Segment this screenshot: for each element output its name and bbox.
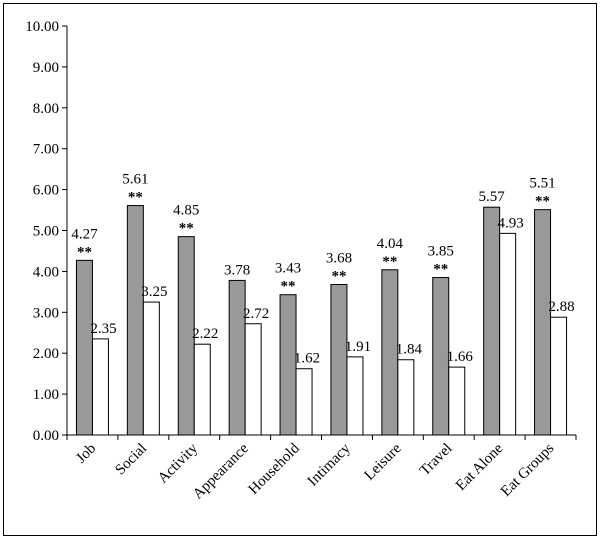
bar-series-2	[142, 301, 160, 436]
y-tick-label: 6.00	[33, 183, 59, 199]
y-tick-label: 5.00	[33, 224, 59, 240]
bar-series-1	[381, 269, 399, 436]
x-category-label: Activity	[155, 440, 201, 486]
bar-series-2	[448, 366, 466, 436]
significance-marker: **	[179, 221, 194, 237]
bar-series-2	[295, 368, 313, 436]
bar-series-2	[499, 232, 517, 436]
y-tick-label: 8.00	[33, 101, 59, 117]
bar-series-2	[550, 316, 568, 436]
data-label-series-2: 3.25	[141, 284, 167, 300]
data-label-series-1: 4.04	[377, 236, 404, 252]
data-label-series-1: 3.43	[275, 261, 301, 277]
data-label-series-1: 3.78	[224, 262, 250, 278]
bar-series-1	[330, 283, 348, 436]
y-tick-label: 3.00	[33, 305, 59, 321]
significance-marker: **	[281, 279, 296, 295]
bar-series-1	[126, 205, 144, 436]
y-tick-label: 7.00	[33, 142, 59, 158]
bar-series-1	[483, 206, 501, 436]
significance-marker: **	[535, 194, 550, 210]
data-label-series-1: 4.27	[71, 226, 98, 242]
bar-series-1	[177, 236, 195, 436]
y-tick-label: 10.00	[25, 19, 59, 35]
x-category-label: Intimacy	[305, 440, 354, 489]
data-label-series-2: 1.62	[294, 351, 320, 367]
data-label-series-2: 1.84	[396, 342, 423, 358]
bar-series-1	[279, 294, 297, 436]
x-category-label: Appearance	[190, 440, 252, 502]
data-label-series-1: 5.61	[122, 172, 148, 188]
y-tick-label: 9.00	[33, 60, 59, 76]
data-label-series-1: 3.85	[428, 244, 454, 260]
y-tick-label: 4.00	[33, 264, 59, 280]
x-category-label: Eat Alone	[453, 440, 507, 494]
data-label-series-2: 2.72	[243, 306, 269, 322]
y-tick-label: 2.00	[33, 346, 59, 362]
data-label-series-2: 4.93	[498, 215, 524, 231]
bar-series-1	[534, 209, 552, 436]
data-label-series-1: 5.51	[529, 176, 555, 192]
y-tick-label: 1.00	[33, 387, 59, 403]
data-label-series-2: 2.88	[548, 299, 574, 315]
y-tick-label: 0.00	[33, 428, 59, 444]
x-category-label: Household	[246, 440, 304, 498]
x-category-label: Job	[73, 441, 99, 467]
bar-series-2	[193, 343, 211, 436]
significance-marker: **	[382, 254, 397, 270]
data-label-series-1: 3.68	[326, 250, 352, 266]
data-label-series-2: 1.91	[345, 339, 371, 355]
x-category-label: Leisure	[362, 440, 405, 483]
data-label-series-2: 2.35	[90, 321, 116, 337]
bar-series-2	[91, 338, 109, 436]
significance-marker: **	[128, 190, 143, 206]
significance-marker: **	[433, 262, 448, 278]
significance-marker: **	[331, 268, 346, 284]
bar-series-2	[397, 359, 415, 436]
bar-series-2	[244, 323, 262, 436]
bar-series-1	[432, 277, 450, 436]
data-label-series-1: 5.57	[479, 189, 506, 205]
bar-series-1	[75, 259, 93, 436]
bar-series-2	[346, 356, 364, 436]
significance-marker: **	[77, 244, 92, 260]
x-category-label: Social	[112, 441, 150, 479]
bar-series-1	[228, 279, 246, 436]
data-label-series-1: 4.85	[173, 203, 199, 219]
x-category-label: Travel	[417, 441, 456, 480]
data-label-series-2: 1.66	[447, 349, 474, 365]
data-label-series-2: 2.22	[192, 326, 218, 342]
x-category-label: Eat Groups	[498, 440, 557, 499]
